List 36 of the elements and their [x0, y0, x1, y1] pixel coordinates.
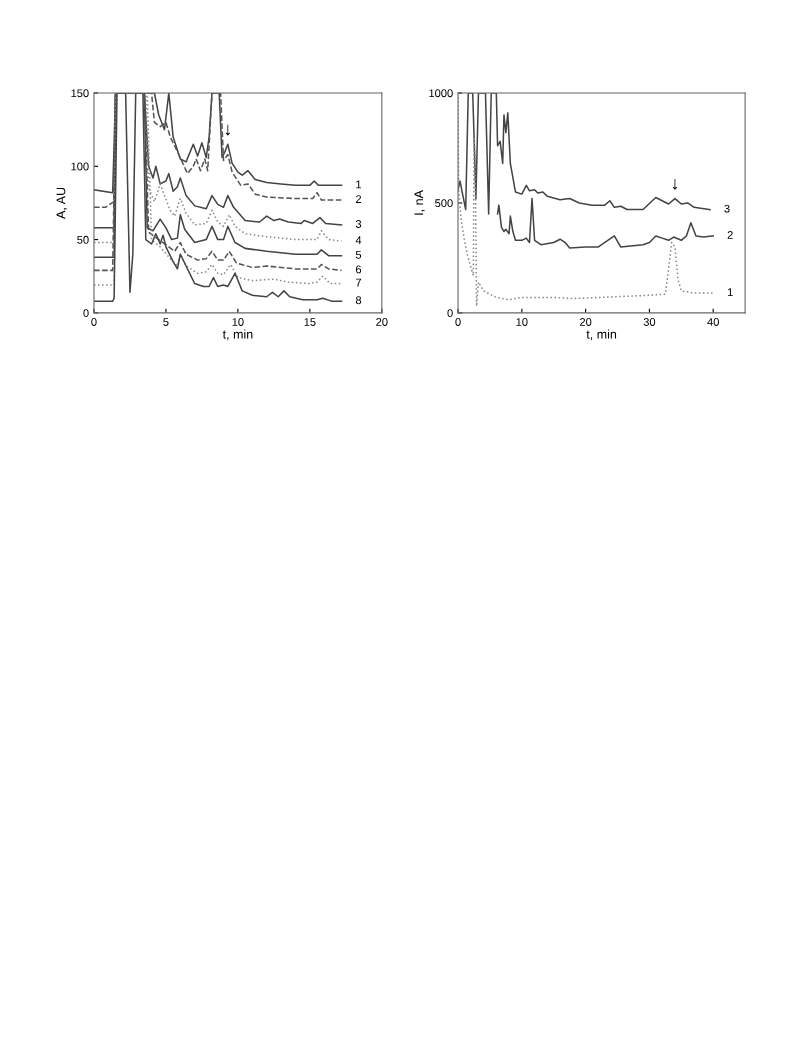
y-tick-label: 150: [71, 89, 89, 98]
series-label: 1: [356, 180, 362, 189]
series-label: 1: [727, 288, 733, 296]
x-tick-label: 5: [163, 318, 169, 326]
series-label: 8: [355, 296, 362, 305]
x-tick-label: 10: [232, 318, 244, 326]
x-tick-label: 15: [304, 318, 316, 326]
series-label: 3: [355, 220, 362, 228]
x-tick-label: 0: [455, 318, 461, 326]
annotation: ↓: [672, 179, 678, 190]
x-tick-label: 40: [707, 318, 719, 326]
x-tick-label: 0: [91, 318, 97, 326]
y-tick-label: 0: [83, 309, 89, 318]
x-axis-title: t, min: [222, 329, 253, 341]
series-label: 2: [727, 231, 733, 239]
series-label: 5: [355, 250, 362, 259]
x-axis-title: t, min: [586, 329, 617, 341]
series-label: 7: [355, 278, 362, 287]
series-label: 4: [355, 236, 362, 244]
x-tick-label: 20: [580, 318, 592, 326]
y-axis-title: I, nA: [414, 190, 425, 215]
y-tick-label: 0: [447, 309, 453, 318]
series-label: 3: [724, 204, 730, 213]
y-tick-label: 1000: [429, 89, 453, 98]
x-tick-label: 10: [516, 318, 528, 326]
line-series: [496, 197, 714, 249]
y-tick-label: 500: [435, 199, 453, 208]
series-label: 2: [355, 195, 362, 203]
x-tick-label: 30: [643, 318, 656, 326]
y-tick-label: 50: [77, 235, 89, 244]
x-tick-label: 20: [376, 318, 388, 326]
series-label: 6: [355, 265, 362, 274]
y-tick-label: 100: [71, 162, 89, 171]
line-series: [458, 93, 711, 215]
annotation: ↓: [225, 124, 230, 136]
y-axis-title: A, AU: [56, 187, 67, 219]
